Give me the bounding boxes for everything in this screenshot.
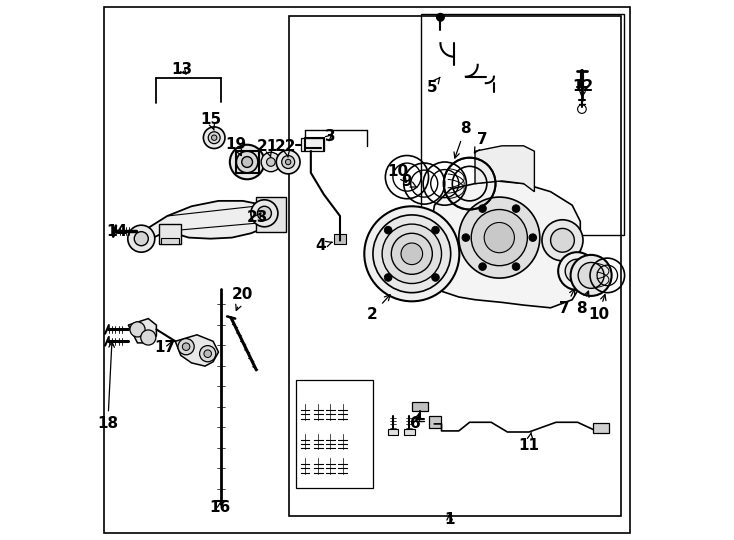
Bar [429,416,441,428]
Text: 8: 8 [576,291,589,316]
Text: 14: 14 [106,224,127,239]
Circle shape [236,151,258,173]
Text: 17: 17 [154,340,175,355]
Polygon shape [128,319,156,343]
Circle shape [141,330,156,345]
Circle shape [282,156,294,168]
Text: 13: 13 [171,62,192,77]
Bar [288,16,621,516]
Circle shape [529,234,537,241]
Circle shape [373,215,451,293]
Circle shape [479,205,487,212]
Text: 15: 15 [200,112,221,130]
Text: 5: 5 [426,77,440,95]
Polygon shape [388,429,399,435]
Circle shape [558,252,596,290]
Text: 3: 3 [325,129,335,144]
Circle shape [578,262,604,288]
Text: 6: 6 [410,414,421,431]
Circle shape [565,259,589,283]
Circle shape [570,255,611,296]
Circle shape [437,14,444,21]
Text: 22: 22 [275,139,297,157]
Circle shape [385,274,392,281]
Circle shape [182,343,190,350]
Text: 19: 19 [226,137,247,156]
Bar [333,234,346,244]
Text: 9: 9 [401,174,417,190]
Circle shape [261,152,280,172]
Bar [296,380,373,488]
Text: 11: 11 [518,433,539,453]
Text: 7: 7 [559,289,575,316]
Circle shape [200,346,216,362]
Circle shape [286,159,291,165]
Text: 7: 7 [474,132,488,153]
Bar [421,14,623,235]
Circle shape [251,200,278,227]
Polygon shape [475,146,534,192]
Circle shape [178,339,195,355]
Bar [301,138,324,151]
Circle shape [203,127,225,148]
Circle shape [266,158,275,166]
Text: 4: 4 [316,238,332,253]
Circle shape [550,228,575,252]
Circle shape [512,263,520,271]
Circle shape [130,322,145,337]
Polygon shape [404,429,415,435]
Circle shape [471,210,528,266]
Circle shape [211,135,217,140]
Text: 16: 16 [209,500,230,515]
Circle shape [134,232,148,246]
Circle shape [432,226,439,234]
Circle shape [258,206,272,220]
Bar [161,238,179,244]
Circle shape [432,274,439,281]
Circle shape [484,222,515,253]
Polygon shape [175,335,219,366]
Circle shape [276,150,300,174]
Circle shape [204,350,211,357]
Circle shape [230,145,264,179]
Circle shape [512,205,520,212]
Text: 8: 8 [454,121,470,158]
Circle shape [208,132,220,144]
Circle shape [128,225,155,252]
Text: 21: 21 [257,139,278,157]
Circle shape [261,203,268,210]
Circle shape [401,243,423,265]
Text: 10: 10 [388,164,409,183]
Text: 20: 20 [232,287,253,310]
Polygon shape [134,201,278,248]
Bar [159,224,181,244]
Circle shape [479,263,487,271]
Circle shape [382,224,442,284]
Text: 1: 1 [444,512,455,527]
Circle shape [542,220,583,261]
Bar [412,402,428,411]
Circle shape [391,233,432,274]
Bar [256,197,286,232]
Text: 18: 18 [97,342,118,431]
Text: 10: 10 [588,294,609,322]
Text: 2: 2 [367,295,390,322]
Circle shape [459,197,539,278]
Circle shape [364,206,459,301]
Circle shape [462,234,470,241]
Circle shape [241,157,252,167]
Circle shape [258,200,271,213]
Bar [593,423,609,433]
Polygon shape [431,181,581,308]
Text: 23: 23 [247,210,269,225]
Circle shape [385,226,392,234]
Text: 12: 12 [573,79,594,97]
